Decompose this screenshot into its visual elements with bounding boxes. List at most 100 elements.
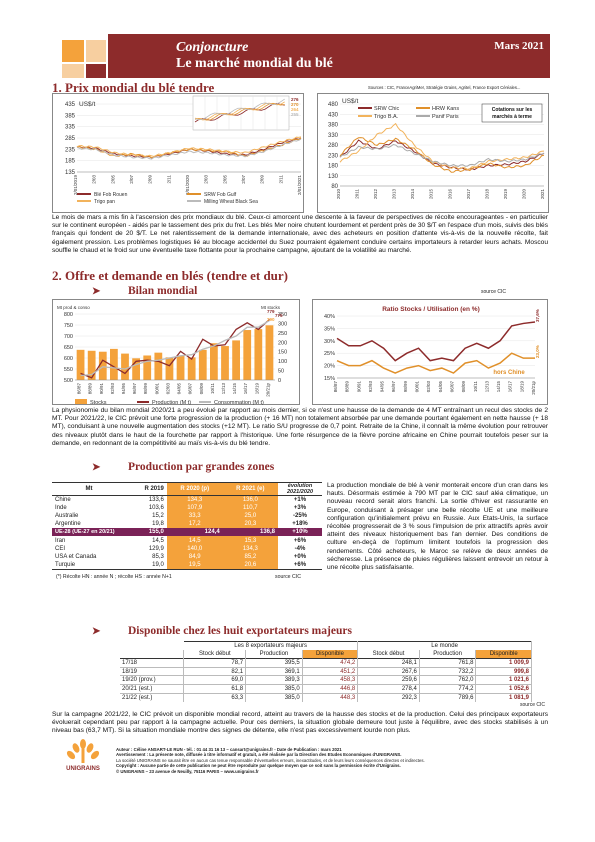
- logo-square-peach: [86, 40, 106, 62]
- zones-paragraph: La production mondiale de blé à venir mo…: [327, 482, 548, 572]
- x-tick-label: 90/91: [356, 381, 361, 393]
- exporters-paragraph: Sur la campagne 2021/22, le CIC prévoit …: [52, 711, 548, 735]
- x-tick-label: 2/09: [260, 175, 265, 184]
- y-tick-label: 550: [64, 367, 73, 373]
- chart-title: marchés à terme: [492, 114, 532, 120]
- zone-value: +0%: [293, 553, 307, 560]
- x-tick-label: 14/15: [496, 381, 501, 393]
- exporters-row: 21/22 (est.) 63,3 385,0 448,3 292,3 789,6 1 08…: [120, 693, 532, 702]
- exporters-value: 248,1: [357, 658, 420, 668]
- zone-name: USA et Canada: [55, 553, 97, 560]
- chart-ratio: Ratio Stocks / Utilisation (en %) 15% 20% 2…: [312, 299, 548, 405]
- x-tick-label: 86/87: [77, 383, 82, 395]
- exporters-value: 292,3: [357, 693, 420, 702]
- zone-name: CEI: [55, 545, 66, 552]
- legend-label: Production (M t): [152, 400, 191, 406]
- y-tick-label: 700: [64, 334, 73, 340]
- legend-label: Blé Fob Rouen: [94, 192, 128, 198]
- exporters-header-row: Stock début Production Disponible Stock …: [120, 650, 532, 659]
- zone-value: 103,6: [148, 504, 164, 511]
- exporters-value: 762,0: [419, 675, 477, 685]
- x-tick-label: 04/05: [177, 383, 182, 395]
- x-tick-label: 2019: [503, 189, 508, 200]
- bar-stocks: [110, 348, 118, 380]
- inset-series: [194, 98, 285, 121]
- zone-value: 133,6: [148, 496, 164, 503]
- x-tick-label: 2010: [336, 189, 341, 200]
- zones-header: R 2020 (p): [166, 482, 223, 496]
- x-tick-label: 20/21p: [531, 381, 536, 395]
- x-tick-label: 86/87: [333, 381, 338, 393]
- zones-row: Inde 103,6 107,9 110,7 +3%: [52, 503, 322, 512]
- zone-value: 110,7: [222, 503, 278, 512]
- exporters-value: 761,8: [419, 658, 477, 668]
- unigrains-logo: UNIGRAINS: [58, 736, 108, 778]
- zone-value: 15,2: [152, 512, 164, 519]
- x-tick-label: 2011: [355, 189, 360, 199]
- zone-value: 85,3: [152, 553, 164, 560]
- x-tick-label: 08/09: [461, 381, 466, 393]
- exporters-value: 774,2: [419, 684, 477, 694]
- x-tick-label: 2/03: [204, 175, 209, 184]
- y-tick-label: 235: [65, 147, 76, 153]
- footer-warning: Avertissement : La présente note, diffus…: [116, 752, 402, 758]
- y-tick-label: 600: [64, 356, 73, 362]
- zone-value: 136,0: [222, 495, 278, 504]
- exporters-group-8: Les 8 exportateurs majeurs: [183, 641, 359, 651]
- series-line: [339, 122, 545, 170]
- campaign-label: 19/20 (prov.): [120, 675, 185, 685]
- x-tick-label: 92/93: [110, 383, 115, 395]
- y-tick-label: 650: [64, 345, 73, 351]
- logo-square-orange: [62, 40, 84, 62]
- footer-copyright: Copyright : Aucune partie de cette publi…: [116, 763, 401, 769]
- x-tick-label: 02/03: [165, 383, 170, 395]
- x-tick-label: 06/07: [449, 381, 454, 393]
- y-tick-label: 135: [65, 170, 76, 176]
- bilan-source: source CIC: [481, 289, 507, 295]
- bar-stocks: [87, 350, 96, 380]
- x-tick-label: 2016: [447, 189, 452, 200]
- zones-header: R 2021 (e): [222, 482, 278, 496]
- y-tick-label: 435: [65, 102, 76, 108]
- y2-tick-label: 200: [278, 340, 287, 346]
- x-tick-label: 16/17: [243, 383, 248, 395]
- annotation-box: [481, 103, 543, 123]
- x-tick-label: 00/01: [154, 383, 159, 395]
- zones-footnote: (*) Récolte HN : année N ; récolte HS : …: [56, 574, 172, 580]
- legend-label: Panif Paris: [432, 114, 459, 120]
- chart-futures: 80 130 180 230 280 330 380 430 480 2010 2011 2012 20…: [317, 93, 549, 213]
- campaign-label: 18/19: [120, 667, 185, 676]
- exporters-value: 385,0: [245, 684, 303, 694]
- y-tick-label: 285: [65, 136, 76, 142]
- bar-stocks: [132, 358, 140, 380]
- exporters-value: 82,1: [183, 667, 247, 676]
- x-tick-label: 2021: [540, 189, 545, 200]
- exporters-value: 78,7: [183, 658, 247, 668]
- exporters-value: 448,3: [302, 693, 359, 702]
- zones-source: source CIC: [275, 574, 301, 580]
- logo-square-brown: [86, 64, 106, 78]
- x-tick-label: 94/95: [121, 383, 126, 395]
- x-tick-label: 2013: [392, 189, 397, 200]
- exporters-value: 61,8: [183, 684, 247, 694]
- exporters-row: 17/18 78,7 395,5 474,2 248,1 761,8 1 009,9: [120, 658, 532, 668]
- legend-label: Trigo B.A.: [374, 114, 399, 120]
- exporters-header: Disponible: [302, 650, 359, 659]
- x-tick-label: 2/01/2021: [297, 175, 302, 196]
- x-tick-label: 10/11: [473, 381, 478, 392]
- zone-value: 124,4: [166, 528, 223, 537]
- zone-name: Turquie: [55, 561, 76, 568]
- exporters-header: Stock début: [357, 650, 420, 659]
- zones-header-row: Mt R 2019 R 2020 (p) R 2021 (e) évolutio…: [52, 482, 322, 496]
- footer: Auteur : Céline ANSART-LE RUN - tél. : 0…: [116, 747, 556, 774]
- unit-label: US$/t: [79, 101, 95, 108]
- inset-label: 270: [291, 102, 299, 107]
- exporters-value: 395,5: [245, 658, 303, 668]
- section2-title: 2. Offre et demande en blés (tendre et d…: [52, 268, 289, 283]
- y-tick-label: 750: [64, 323, 73, 329]
- exporters-title: Disponible chez les huit exportateurs ma…: [128, 625, 352, 637]
- y-tick-label: 380: [328, 123, 339, 129]
- zone-value: 19,5: [166, 561, 223, 570]
- bar-stocks: [232, 340, 240, 380]
- series-line: [80, 319, 270, 379]
